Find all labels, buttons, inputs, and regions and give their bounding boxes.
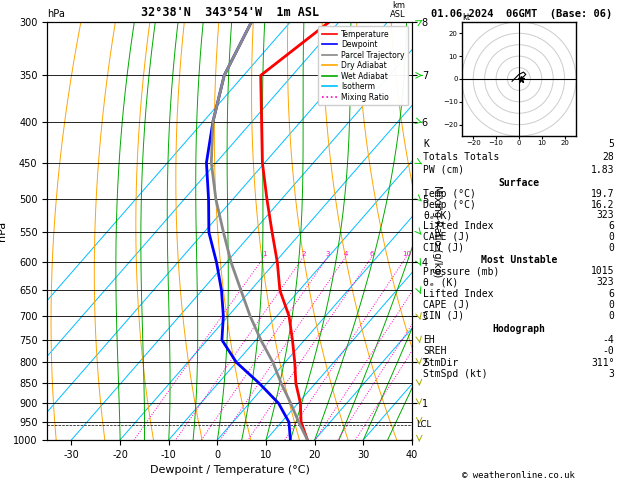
Y-axis label: hPa: hPa [0,221,8,241]
Text: kt: kt [462,13,470,22]
Text: StmDir: StmDir [423,358,459,368]
Text: -0: -0 [603,347,615,356]
Text: Most Unstable: Most Unstable [481,255,557,265]
Text: 1015: 1015 [591,266,615,276]
Text: Totals Totals: Totals Totals [423,152,500,162]
Text: 1: 1 [262,251,267,257]
Text: CAPE (J): CAPE (J) [423,300,470,310]
Text: θₑ (K): θₑ (K) [423,278,459,287]
Text: 3: 3 [608,369,615,379]
Legend: Temperature, Dewpoint, Parcel Trajectory, Dry Adiabat, Wet Adiabat, Isotherm, Mi: Temperature, Dewpoint, Parcel Trajectory… [318,26,408,105]
Text: 5: 5 [608,139,615,149]
Text: 10: 10 [402,251,411,257]
Text: 6: 6 [608,289,615,298]
Text: 2: 2 [301,251,306,257]
Text: 3: 3 [326,251,330,257]
Text: 28: 28 [603,152,615,162]
Text: 311°: 311° [591,358,615,368]
Text: θₑ(K): θₑ(K) [423,210,453,221]
Text: LCL: LCL [416,420,431,430]
Text: © weatheronline.co.uk: © weatheronline.co.uk [462,471,576,480]
Text: km
ASL: km ASL [390,1,406,19]
X-axis label: Dewpoint / Temperature (°C): Dewpoint / Temperature (°C) [150,465,309,475]
Text: 16.2: 16.2 [591,200,615,209]
Text: Lifted Index: Lifted Index [423,221,494,231]
Text: 0: 0 [608,300,615,310]
Text: PW (cm): PW (cm) [423,165,465,174]
Text: 323: 323 [597,278,615,287]
Text: Dewp (°C): Dewp (°C) [423,200,476,209]
Text: 01.06.2024  06GMT  (Base: 06): 01.06.2024 06GMT (Base: 06) [431,9,613,19]
Text: 19.7: 19.7 [591,189,615,199]
Text: K: K [423,139,430,149]
Text: CIN (J): CIN (J) [423,243,465,253]
Text: Temp (°C): Temp (°C) [423,189,476,199]
Y-axis label: Mixing Ratio (g/kg): Mixing Ratio (g/kg) [432,185,442,277]
Text: CAPE (J): CAPE (J) [423,232,470,242]
Text: 6: 6 [370,251,374,257]
Text: 6: 6 [608,221,615,231]
Text: Hodograph: Hodograph [493,324,545,334]
Text: 0: 0 [608,311,615,321]
Text: EH: EH [423,335,435,345]
Text: 0: 0 [608,232,615,242]
Text: 323: 323 [597,210,615,221]
Text: -4: -4 [603,335,615,345]
Text: Pressure (mb): Pressure (mb) [423,266,500,276]
Text: Lifted Index: Lifted Index [423,289,494,298]
Text: StmSpd (kt): StmSpd (kt) [423,369,488,379]
Text: hPa: hPa [47,9,65,19]
Text: 0: 0 [608,243,615,253]
Text: CIN (J): CIN (J) [423,311,465,321]
Text: 4: 4 [343,251,348,257]
Text: 32°38'N  343°54'W  1m ASL: 32°38'N 343°54'W 1m ASL [140,6,319,19]
Text: SREH: SREH [423,347,447,356]
Text: 1.83: 1.83 [591,165,615,174]
Text: Surface: Surface [498,178,540,188]
